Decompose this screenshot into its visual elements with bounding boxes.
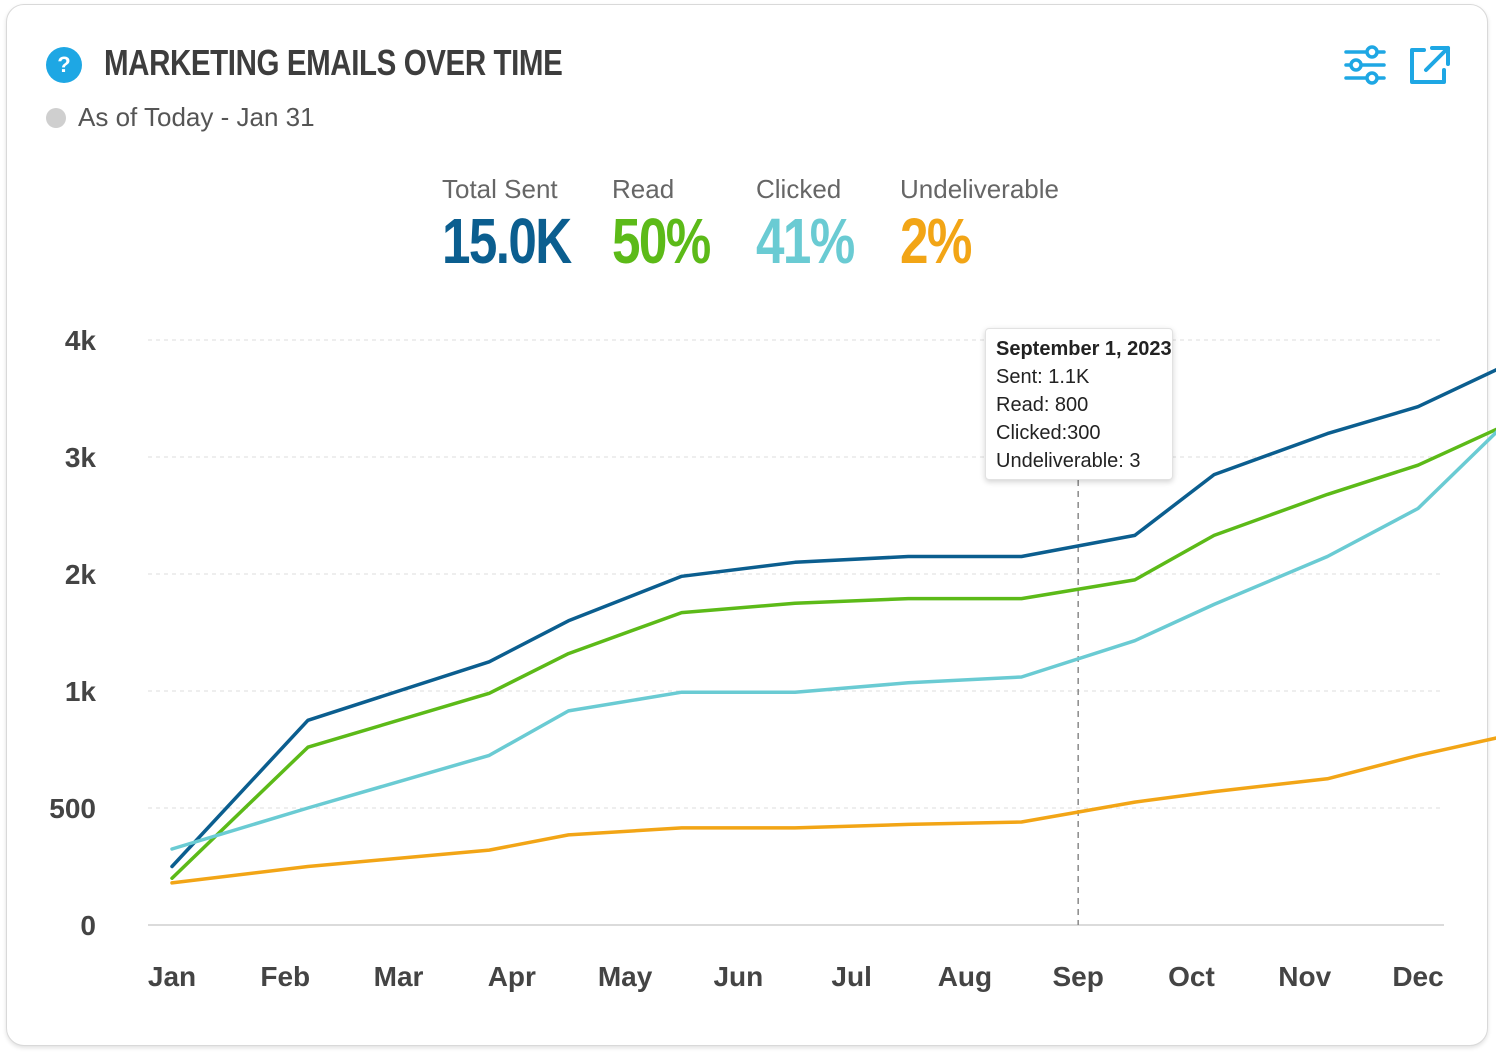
y-tick-label: 2k xyxy=(65,559,97,590)
x-tick-label: Apr xyxy=(488,961,536,992)
tooltip-undeliverable: Undeliverable: 3 xyxy=(996,450,1141,472)
y-tick-label: 1k xyxy=(65,676,97,707)
metric-read: Read 50% xyxy=(612,174,734,277)
metric-value: 50% xyxy=(612,205,711,277)
chart-title: MARKETING EMAILS OVER TIME xyxy=(104,42,563,83)
y-tick-label: 4k xyxy=(65,325,97,356)
series-line-total-sent xyxy=(170,367,1496,869)
as-of-indicator: As of Today - Jan 31 xyxy=(46,102,315,133)
series-line-undeliverable xyxy=(170,736,1496,885)
tooltip-sent: Sent: 1.1K xyxy=(996,366,1090,388)
tooltip-title: September 1, 2023 xyxy=(996,338,1172,360)
y-tick-label: 0 xyxy=(80,910,96,941)
question-icon: ? xyxy=(57,52,71,77)
filter-button[interactable] xyxy=(1342,44,1388,86)
status-dot-icon xyxy=(46,107,66,128)
as-of-text: As of Today - Jan 31 xyxy=(78,102,315,132)
metric-undeliverable: Undeliverable 2% xyxy=(900,174,1059,277)
x-tick-label: Aug xyxy=(938,961,992,992)
help-button[interactable]: ? xyxy=(46,47,82,83)
metric-value: 2% xyxy=(900,205,972,277)
x-tick-label: Mar xyxy=(374,961,424,992)
series-line-read xyxy=(170,427,1496,880)
metric-label: Undeliverable xyxy=(900,174,1059,204)
chart-tooltip: September 1, 2023 Sent: 1.1K Read: 800 C… xyxy=(985,328,1173,480)
tooltip-read: Read: 800 xyxy=(996,394,1089,416)
x-tick-label: May xyxy=(598,961,653,992)
x-tick-label: Sep xyxy=(1053,961,1104,992)
x-tick-label: Jun xyxy=(713,961,763,992)
series-line-clicked xyxy=(170,430,1496,851)
x-tick-label: Nov xyxy=(1278,961,1331,992)
metric-value: 15.0K xyxy=(442,205,572,277)
y-tick-label: 3k xyxy=(65,442,97,473)
x-tick-label: Dec xyxy=(1392,961,1443,992)
y-tick-label: 500 xyxy=(49,793,96,824)
open-external-button[interactable] xyxy=(1406,44,1452,86)
x-tick-label: Jul xyxy=(831,961,871,992)
metric-label: Read xyxy=(612,174,675,204)
external-link-icon xyxy=(1410,46,1450,84)
metric-label: Total Sent xyxy=(442,174,558,204)
sliders-icon xyxy=(1344,45,1386,85)
x-tick-label: Jan xyxy=(148,961,196,992)
tooltip-clicked: Clicked:300 xyxy=(996,422,1101,444)
metric-value: 41% xyxy=(756,205,855,277)
metric-clicked: Clicked 41% xyxy=(756,174,878,277)
metric-total-sent: Total Sent 15.0K xyxy=(442,174,603,277)
metric-label: Clicked xyxy=(756,174,842,204)
x-tick-label: Oct xyxy=(1168,961,1215,992)
x-tick-label: Feb xyxy=(260,961,310,992)
